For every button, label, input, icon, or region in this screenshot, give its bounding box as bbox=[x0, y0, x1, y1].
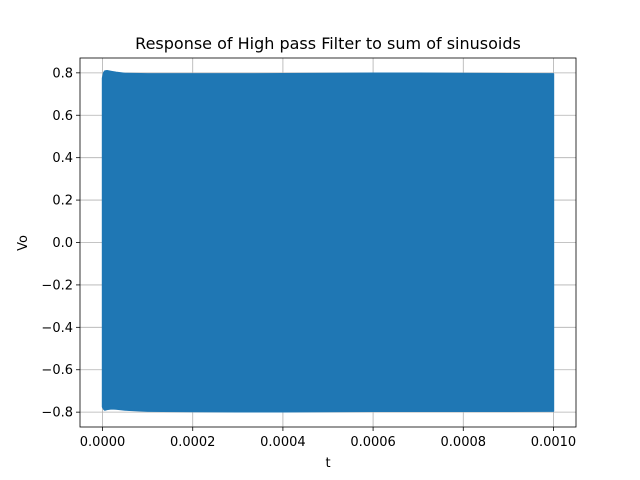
y-tick-label: 0.8 bbox=[52, 66, 73, 81]
y-axis-label: Vo bbox=[16, 235, 31, 251]
y-tick-label: −0.2 bbox=[41, 278, 73, 293]
y-tick-label: 0.6 bbox=[52, 109, 73, 124]
y-tick-label: −0.8 bbox=[41, 406, 73, 421]
x-axis-label: t bbox=[325, 456, 330, 471]
x-tick-label: 0.0010 bbox=[531, 435, 577, 450]
chart-title: Response of High pass Filter to sum of s… bbox=[135, 34, 521, 53]
y-tick-label: 0.0 bbox=[52, 236, 73, 251]
y-tick-label: 0.2 bbox=[52, 194, 73, 209]
y-axis: −0.8 −0.6 −0.4 −0.2 0.0 0.2 0.4 0.6 0.8 bbox=[41, 66, 80, 421]
series-area bbox=[101, 69, 555, 413]
x-tick-label: 0.0002 bbox=[170, 435, 216, 450]
y-tick-label: 0.4 bbox=[52, 151, 73, 166]
y-tick-label: −0.4 bbox=[41, 321, 73, 336]
x-tick-label: 0.0000 bbox=[80, 435, 126, 450]
x-tick-label: 0.0008 bbox=[441, 435, 487, 450]
series-line bbox=[101, 69, 555, 413]
x-tick-label: 0.0004 bbox=[260, 435, 306, 450]
y-tick-label: −0.6 bbox=[41, 363, 73, 378]
x-tick-label: 0.0006 bbox=[350, 435, 396, 450]
x-axis: 0.0000 0.0002 0.0004 0.0006 0.0008 0.0010 bbox=[80, 427, 576, 450]
